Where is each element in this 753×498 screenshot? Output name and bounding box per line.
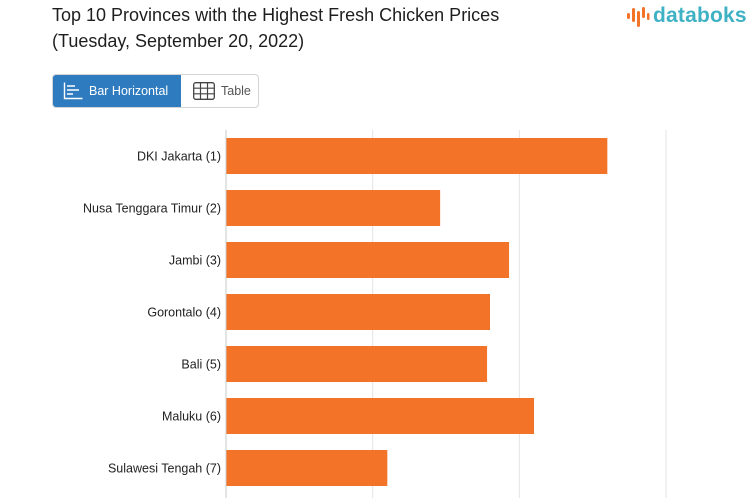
category-label: Bali (5): [181, 358, 221, 372]
table-grid-icon: [193, 82, 215, 100]
bar-horizontal-button[interactable]: Bar Horizontal: [53, 75, 181, 107]
databoks-logo-icon: [627, 7, 650, 27]
bar-chart-icon: [63, 82, 83, 100]
bar[interactable]: [226, 138, 608, 174]
chart-title-line-1: Top 10 Provinces with the Highest Fresh …: [52, 5, 500, 25]
bar[interactable]: [226, 294, 490, 330]
category-label: Nusa Tenggara Timur (2): [83, 202, 221, 216]
chart-title: Top 10 Provinces with the Highest Fresh …: [52, 2, 612, 54]
bar[interactable]: [226, 450, 388, 486]
logo-text: databoks: [653, 4, 747, 27]
bar[interactable]: [226, 190, 441, 226]
table-button[interactable]: Table: [181, 75, 258, 107]
bar[interactable]: [226, 346, 488, 382]
category-label: Maluku (6): [162, 410, 221, 424]
databoks-logo[interactable]: databoks: [626, 3, 747, 29]
category-label: Sulawesi Tengah (7): [108, 462, 221, 476]
bar[interactable]: [226, 242, 510, 278]
category-label: Jambi (3): [169, 254, 221, 268]
view-switch: Bar Horizontal Table: [52, 74, 259, 108]
bar-horizontal-label: Bar Horizontal: [89, 84, 169, 98]
category-label: DKI Jakarta (1): [137, 150, 221, 164]
category-label: Gorontalo (4): [147, 306, 221, 320]
table-label: Table: [221, 84, 251, 98]
bar[interactable]: [226, 398, 534, 434]
chart-title-line-2: (Tuesday, September 20, 2022): [52, 31, 305, 51]
bar-chart: DKI Jakarta (1) Nusa Tenggara Timur (2) Ja…: [83, 130, 667, 498]
